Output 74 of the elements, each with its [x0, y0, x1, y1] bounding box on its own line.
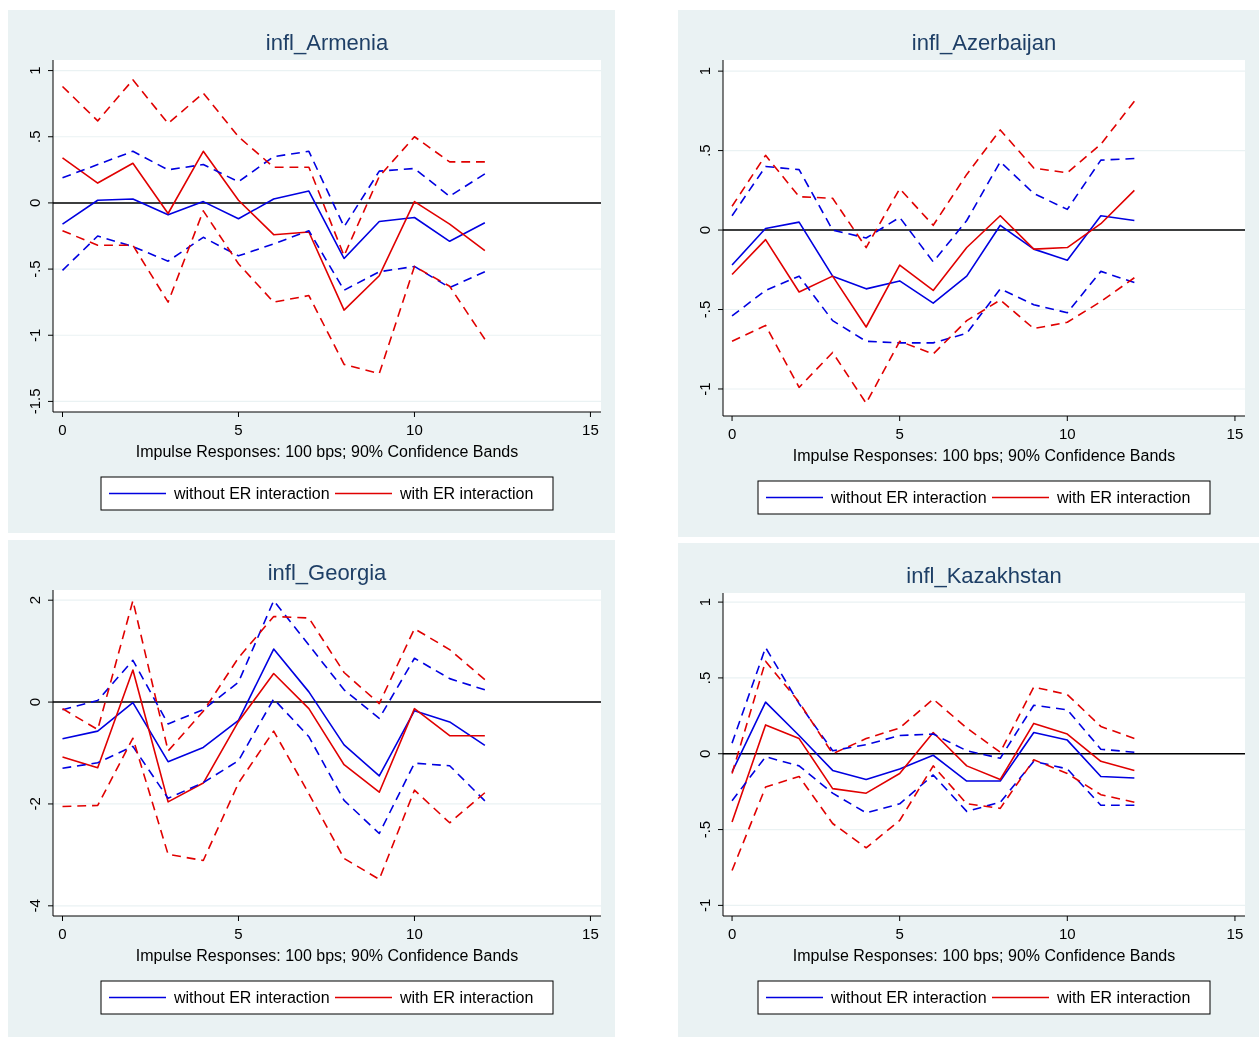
y-tick-label: 1 — [696, 597, 713, 607]
x-axis-title: Impulse Responses: 100 bps; 90% Confidence Bands — [792, 447, 1176, 464]
line-series — [731, 276, 1136, 405]
y-tick-label: .5 — [696, 144, 713, 157]
line-series — [731, 189, 1136, 328]
x-axis-title: Impulse Responses: 100 bps; 90% Confidence Bands — [792, 947, 1176, 964]
line-series — [731, 270, 1136, 344]
line-series — [61, 210, 486, 375]
line-series — [61, 190, 486, 260]
y-tick-label: 2 — [26, 596, 43, 605]
y-tick-label: -.5 — [696, 820, 713, 839]
x-tick-label: 15 — [582, 421, 599, 438]
line-series — [61, 229, 486, 292]
line-series — [61, 599, 486, 752]
x-tick-label: 0 — [727, 925, 737, 942]
line-series — [61, 698, 486, 835]
line-series — [61, 669, 486, 803]
line-series — [731, 701, 1136, 782]
x-tick-label: 5 — [895, 425, 904, 442]
legend-label: without ER interaction — [830, 488, 987, 506]
x-axis-title: Impulse Responses: 100 bps; 90% Confidence Bands — [135, 947, 519, 964]
x-tick-label: 15 — [582, 925, 599, 942]
chart-title: infl_Kazakhstan — [906, 563, 1062, 588]
chart-title: infl_Armenia — [265, 30, 389, 55]
x-tick-label: 10 — [1058, 925, 1076, 942]
y-tick-label: .5 — [26, 130, 43, 144]
y-tick-label: -.5 — [26, 260, 43, 278]
x-tick-label: 0 — [58, 421, 67, 438]
legend-label: without ER interaction — [173, 484, 330, 502]
x-tick-label: 15 — [1226, 425, 1244, 442]
y-tick-label: 0 — [696, 225, 713, 235]
x-axis-title: Impulse Responses: 100 bps; 90% Confidence Bands — [135, 443, 519, 460]
x-tick-label: 0 — [58, 925, 67, 942]
x-tick-label: 0 — [727, 425, 737, 442]
line-series — [731, 660, 1136, 775]
line-series — [731, 100, 1136, 249]
y-tick-label: 1 — [26, 66, 43, 75]
line-series — [731, 214, 1136, 304]
x-tick-label: 5 — [895, 925, 904, 942]
line-series — [731, 759, 1136, 872]
y-tick-label: -2 — [26, 797, 43, 811]
legend-label: with ER interaction — [1056, 988, 1191, 1006]
y-tick-label: 0 — [26, 198, 43, 208]
y-tick-label: 0 — [26, 697, 43, 707]
chart-title: infl_Azerbaijan — [911, 30, 1057, 55]
line-series — [61, 150, 486, 228]
legend-label: without ER interaction — [173, 988, 330, 1006]
y-tick-label: -1.5 — [26, 388, 43, 415]
chart-title: infl_Georgia — [267, 560, 388, 585]
x-tick-label: 5 — [234, 421, 243, 438]
x-tick-label: 5 — [234, 925, 243, 942]
line-series — [61, 150, 486, 311]
legend-label: with ER interaction — [399, 988, 534, 1006]
y-tick-label: -1 — [696, 898, 713, 913]
y-tick-label: -1 — [26, 328, 43, 342]
x-tick-label: 10 — [406, 421, 423, 438]
line-series — [731, 157, 1136, 263]
x-tick-label: 10 — [1058, 425, 1076, 442]
line-series — [731, 646, 1136, 760]
legend-label: without ER interaction — [830, 988, 987, 1006]
y-tick-label: -1 — [696, 382, 713, 396]
legend-label: with ER interaction — [399, 484, 534, 502]
line-series — [731, 755, 1136, 814]
y-tick-label: 1 — [696, 66, 713, 76]
line-series — [731, 722, 1136, 823]
line-series — [61, 648, 486, 777]
x-tick-label: 10 — [406, 925, 423, 942]
x-tick-label: 15 — [1226, 925, 1244, 942]
line-series — [61, 730, 486, 881]
y-tick-label: .5 — [696, 671, 713, 685]
y-tick-label: -.5 — [696, 300, 713, 319]
y-tick-label: -4 — [26, 899, 43, 913]
legend-label: with ER interaction — [1056, 488, 1191, 506]
y-tick-label: 0 — [696, 749, 713, 758]
